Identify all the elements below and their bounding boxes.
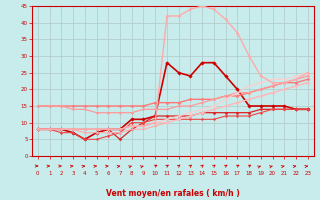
Text: Vent moyen/en rafales ( km/h ): Vent moyen/en rafales ( km/h ) (106, 189, 240, 198)
